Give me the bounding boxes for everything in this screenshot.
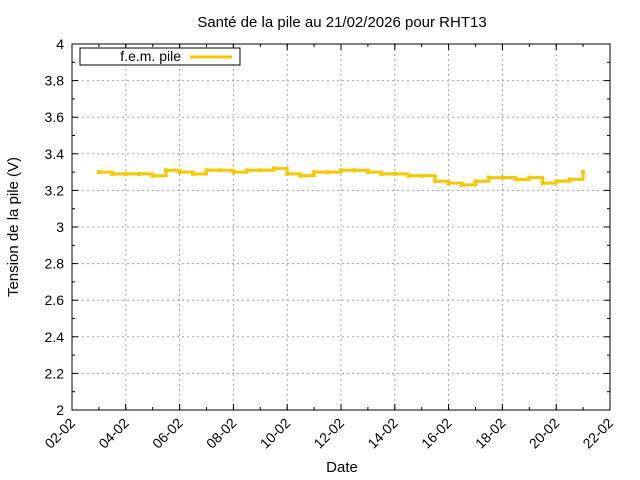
data-point	[110, 171, 115, 176]
data-point	[191, 171, 196, 176]
data-point	[406, 173, 411, 178]
data-point	[258, 168, 263, 173]
data-point	[150, 173, 155, 178]
y-tick-label: 2.8	[45, 256, 65, 272]
x-tick-label: 16-02	[418, 415, 455, 452]
data-point	[177, 170, 182, 175]
data-point	[433, 179, 438, 184]
data-point	[554, 179, 559, 184]
data-point	[204, 168, 209, 173]
data-point	[473, 179, 478, 184]
data-point	[486, 175, 491, 180]
y-axis-ticks: 2 2.2 2.4 2.6 2.8 3 3.2 3.4 3.6 3.8 4	[45, 36, 610, 418]
y-axis-label: Tension de la pile (V)	[5, 157, 22, 297]
data-point	[244, 168, 249, 173]
y-tick-label: 3	[56, 219, 64, 235]
legend-label: f.e.m. pile	[120, 48, 181, 64]
data-point	[325, 170, 330, 175]
y-tick-label: 2.6	[45, 292, 65, 308]
y-tick-label: 3.4	[45, 146, 65, 162]
chart-title: Santé de la pile au 21/02/2026 pour RHT1…	[197, 14, 486, 31]
data-point	[379, 171, 384, 176]
data-point	[581, 170, 586, 175]
legend: f.e.m. pile	[79, 47, 241, 66]
data-point	[339, 168, 343, 173]
x-tick-label: 18-02	[472, 415, 509, 452]
legend-box	[79, 47, 241, 66]
data-point	[567, 177, 572, 182]
y-tick-label: 3.2	[45, 182, 65, 198]
data-point	[540, 181, 545, 186]
y-tick-label: 2	[56, 402, 64, 418]
data-point	[392, 171, 397, 176]
y-tick-label: 2.2	[45, 365, 65, 381]
x-tick-label: 10-02	[257, 415, 294, 452]
data-point	[164, 168, 169, 173]
data-point	[137, 171, 142, 176]
data-point	[123, 171, 128, 176]
y-tick-label: 3.6	[45, 109, 65, 125]
x-axis-label: Date	[326, 459, 358, 476]
data-point	[285, 171, 290, 176]
data-point	[298, 173, 303, 178]
x-tick-label: 20-02	[526, 415, 563, 452]
data-point	[352, 168, 357, 173]
data-point	[312, 170, 317, 175]
x-tick-label: 22-02	[579, 415, 616, 452]
x-tick-label: 08-02	[203, 415, 240, 452]
data-point	[446, 181, 451, 186]
series-group	[96, 166, 586, 187]
data-point	[500, 175, 505, 180]
x-tick-label: 02-02	[41, 415, 78, 452]
data-point	[271, 166, 276, 171]
data-point	[527, 175, 532, 180]
y-tick-label: 3.8	[45, 73, 65, 89]
data-point	[96, 170, 101, 175]
y-tick-label: 4	[56, 36, 64, 52]
data-point	[365, 170, 370, 175]
data-point	[460, 182, 465, 187]
x-tick-label: 04-02	[95, 415, 132, 452]
grid	[71, 43, 611, 411]
data-point	[419, 173, 424, 178]
y-tick-label: 2.4	[45, 329, 65, 345]
x-tick-label: 06-02	[149, 415, 186, 452]
data-point	[231, 170, 236, 175]
data-point	[218, 168, 222, 173]
x-axis-ticks: 02-02 04-02 06-02 08-02 10-02 12-02 14-02 16-02…	[41, 44, 616, 451]
data-point	[513, 177, 518, 182]
x-tick-label: 12-02	[310, 415, 347, 452]
x-tick-label: 14-02	[364, 415, 401, 452]
